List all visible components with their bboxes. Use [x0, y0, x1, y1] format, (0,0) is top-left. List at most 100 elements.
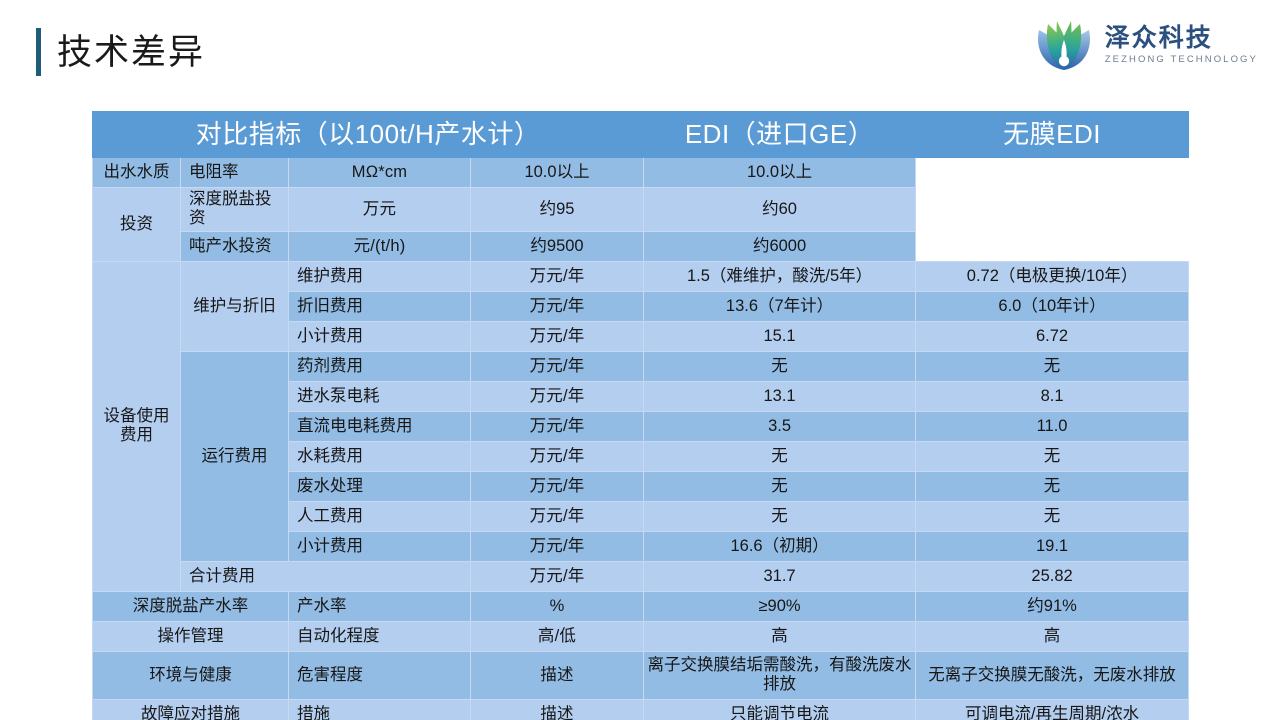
cell-category-primary: 深度脱盐产水率 — [92, 590, 289, 622]
cell-value-edi: 离子交换膜结垢需酸洗，有酸洗废水排放 — [643, 650, 917, 700]
table-row: 操作管理 自动化程度 高/低高高 — [92, 620, 1190, 652]
cell-value-edi: 约9500 — [469, 230, 645, 262]
cell-item: 产水率 — [288, 590, 471, 622]
table-row: 直流电电耗费用 万元/年 3.5 11.0 — [93, 410, 1190, 442]
header-metric: 对比指标（以100t/H产水计） — [91, 111, 645, 158]
cell-unit: 万元/年 — [469, 530, 645, 562]
cell-value-edi: 3.5 — [643, 410, 917, 442]
table-row: 环境与健康 危害程度 描述 离子交换膜结垢需酸洗，有酸洗废水排放 无离子交换膜无酸洗，无… — [92, 650, 1190, 700]
cell-value-memfree: 约91% — [915, 590, 1190, 622]
cell-value-memfree: 无 — [915, 470, 1190, 502]
cell-value-memfree: 19.1 — [915, 530, 1190, 562]
table-row: 合计费用 万元/年 31.7 25.82 — [93, 560, 1190, 592]
cell-value-memfree: 11.0 — [915, 410, 1190, 442]
cell-value-edi: 无 — [643, 470, 917, 502]
cell-item: 进水泵电耗 — [288, 380, 471, 412]
cell-category-primary: 故障应对措施 — [92, 698, 289, 720]
cell-value-memfree: 0.72（电极更换/10年） — [915, 260, 1190, 292]
cell-category-primary: 设备使用费用 — [92, 260, 181, 592]
tech-comparison-table: 对比指标（以100t/H产水计） EDI（进口GE） 无膜EDI 出水水质 电阻率… — [91, 111, 1190, 720]
brand-logo: 泽众科技 ZEZHONG TECHNOLOGY — [1033, 14, 1258, 76]
cell-category-primary: 操作管理 — [92, 620, 289, 652]
cell-value-memfree: 6.0（10年计） — [915, 290, 1190, 322]
table-row: 深度脱盐产水率 产水率% ≥90% 约91% — [92, 590, 1190, 622]
cell-value-memfree: 可调电流/再生周期/浓水 — [915, 698, 1190, 720]
cell-value-edi: 15.1 — [643, 320, 917, 352]
cell-category-primary: 投资 — [92, 187, 181, 262]
logo-name-en: ZEZHONG TECHNOLOGY — [1104, 53, 1258, 65]
cell-unit: 描述 — [469, 698, 645, 720]
table-row: 故障应对措施 措施 描述 只能调节电流 可调电流/再生周期/浓水 — [92, 698, 1190, 720]
title-accent-bar — [36, 28, 41, 76]
table-row: 小计费用 万元/年 15.1 6.72 — [93, 320, 1190, 352]
cell-category-secondary: 维护与折旧 — [180, 260, 289, 352]
table-row: 吨产水投资 元/(t/h) 约9500 约6000 — [93, 230, 1189, 262]
cell-unit: 元/(t/h) — [288, 230, 471, 262]
cell-value-edi: 1.5（难维护，酸洗/5年） — [643, 260, 917, 292]
cell-value-edi: 高 — [643, 620, 917, 652]
cell-category-primary: 环境与健康 — [92, 650, 289, 700]
cell-value-memfree: 约6000 — [643, 230, 917, 262]
table-row: 小计费用 万元/年 16.6（初期） 19.1 — [93, 530, 1190, 562]
cell-unit: 万元/年 — [469, 320, 645, 352]
lotus-petal-logo-icon — [1033, 14, 1095, 76]
cell-value-memfree: 25.82 — [915, 560, 1190, 592]
table-row: 运行费用 药剂费用 万元/年无无 — [93, 350, 1190, 562]
cell-value-memfree: 10.0以上 — [643, 157, 917, 188]
cell-item: 措施 — [288, 698, 471, 720]
cell-item: 危害程度 — [288, 650, 471, 700]
cell-item: 人工费用 — [288, 500, 471, 532]
cell-unit: 万元/年 — [469, 470, 645, 502]
table-row: 进水泵电耗 万元/年 13.1 8.1 — [93, 380, 1190, 412]
cell-value-memfree: 无 — [915, 500, 1190, 532]
cell-item: 自动化程度 — [288, 620, 471, 652]
header-col-memfree: 无膜EDI — [915, 111, 1190, 158]
cell-unit: 万元/年 — [469, 410, 645, 442]
table-row: 投资 深度脱盐投资 万元 约95 约60 — [92, 187, 1189, 262]
cell-value-edi: 31.7 — [643, 560, 917, 592]
cell-unit: 万元/年 — [469, 380, 645, 412]
table-header-row: 对比指标（以100t/H产水计） EDI（进口GE） 无膜EDI — [91, 111, 1190, 158]
cell-unit: 万元/年 — [469, 290, 645, 322]
table-row: 人工费用 万元/年无无 — [93, 500, 1190, 532]
cell-value-edi: 无 — [643, 440, 917, 472]
cell-category-secondary: 运行费用 — [180, 350, 289, 562]
cell-item: 吨产水投资 — [180, 230, 289, 262]
table-row: 水耗费用 万元/年无无 — [93, 440, 1190, 472]
cell-value-memfree: 6.72 — [915, 320, 1190, 352]
table-body: 出水水质 电阻率 MΩ*cm 10.0以上 10.0以上 投资 深度脱盐投资 万元 约95 约60… — [92, 157, 1190, 720]
page-title: 技术差异 — [36, 28, 205, 76]
cell-value-edi: 无 — [643, 500, 917, 532]
cell-unit: % — [469, 590, 645, 622]
logo-text-block: 泽众科技 ZEZHONG TECHNOLOGY — [1104, 24, 1258, 65]
cell-item: 直流电电耗费用 — [288, 410, 471, 442]
cell-item: 小计费用 — [288, 530, 471, 562]
cell-value-memfree: 8.1 — [915, 380, 1190, 412]
cell-item: 药剂费用 — [288, 350, 471, 382]
cell-item: 电阻率 — [180, 157, 289, 188]
slide-title-text: 技术差异 — [57, 32, 206, 72]
cell-item: 深度脱盐投资 — [180, 187, 289, 232]
cell-value-memfree: 无 — [915, 440, 1190, 472]
logo-name-cn: 泽众科技 — [1104, 24, 1213, 53]
cell-category-primary: 出水水质 — [92, 157, 181, 188]
table-row: 废水处理 万元/年无无 — [93, 470, 1190, 502]
cell-value-edi: 13.1 — [643, 380, 917, 412]
table-row: 设备使用费用 维护与折旧 维护费用 万元/年 1.5（难维护，酸洗/5年） 0.72（电极… — [92, 260, 1190, 592]
header-col-edi: EDI（进口GE） — [643, 111, 917, 158]
cell-value-edi: 10.0以上 — [469, 157, 645, 188]
cell-item: 维护费用 — [288, 260, 471, 292]
cell-value-edi: ≥90% — [643, 590, 917, 622]
cell-unit: 万元/年 — [469, 440, 645, 472]
cell-item: 水耗费用 — [288, 440, 471, 472]
cell-unit: 高/低 — [469, 620, 645, 652]
cell-value-edi: 16.6（初期） — [643, 530, 917, 562]
cell-value-edi: 无 — [643, 350, 917, 382]
table-row: 出水水质 电阻率 MΩ*cm 10.0以上 10.0以上 — [92, 157, 1189, 188]
cell-unit: 万元 — [288, 187, 471, 232]
cell-item: 折旧费用 — [288, 290, 471, 322]
cell-value-memfree: 高 — [915, 620, 1190, 652]
cell-unit: 万元/年 — [469, 260, 645, 292]
cell-value-edi: 约95 — [469, 187, 645, 232]
